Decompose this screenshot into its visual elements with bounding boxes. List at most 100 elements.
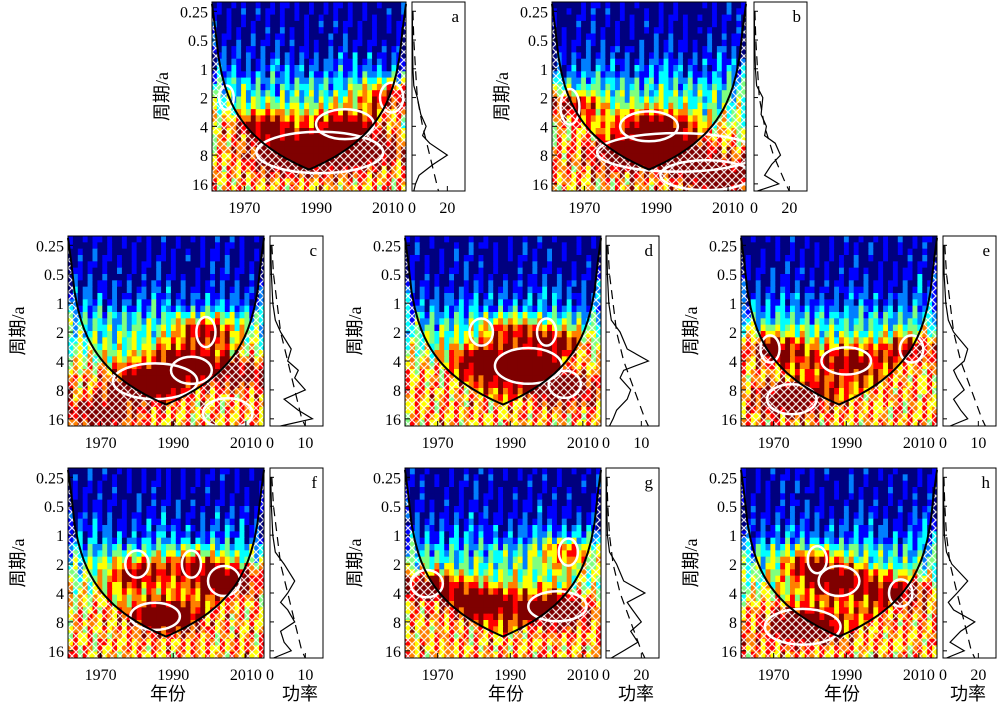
cone-hatch-a <box>212 4 406 191</box>
x-tick-label-g-2: 2010 <box>567 667 599 684</box>
y-tick-label-a-2: 1 <box>200 62 208 79</box>
y-tick-label-h-5: 8 <box>729 615 737 632</box>
x-tick-label-g-1: 1990 <box>494 667 526 684</box>
panel-b: 0.25 0.5 1 2 4 8 16 1970 1990 2010 周期/a 0 20 b <box>492 1 808 217</box>
plot-frame-e <box>740 235 938 427</box>
y-tick-label-d-3: 2 <box>393 325 401 342</box>
panel-letter-e: e <box>982 241 990 260</box>
y-tick-label-h-2: 1 <box>729 528 737 545</box>
cone-of-influence-h <box>740 469 938 638</box>
cone-of-influence-d <box>404 237 602 406</box>
y-tick-label-g-5: 8 <box>393 615 401 632</box>
power-tick-label-e-0: 0 <box>939 435 947 452</box>
y-tick-label-c-0: 0.25 <box>36 238 64 255</box>
y-tick-label-a-6: 16 <box>192 177 208 194</box>
spectrum-frame-a <box>411 1 466 192</box>
significance-contour-d-1 <box>468 317 495 347</box>
y-tick-label-a-0: 0.25 <box>180 4 208 21</box>
y-tick-label-e-4: 4 <box>729 354 737 371</box>
plot-frame-h <box>740 467 938 659</box>
x-tick-label-f-2: 2010 <box>230 667 262 684</box>
spectrum-frame-f <box>269 467 324 659</box>
x-tick-label-a-0: 1970 <box>228 200 260 217</box>
cone-of-influence-a <box>211 3 407 171</box>
panel-e: 0.25 0.5 1 2 4 8 16 1970 1990 2010 周期/a 0 10 e <box>681 235 997 452</box>
x-tick-label-d-1: 1990 <box>494 435 526 452</box>
y-tick-label-e-6: 16 <box>721 412 737 429</box>
significance-contour-h-1 <box>817 564 861 598</box>
panel-f: 0.25 0.5 1 2 4 8 16 1970 1990 2010 周期/a 0 10 f <box>8 467 324 684</box>
y-tick-label-d-4: 4 <box>393 354 401 371</box>
global-spectrum-line-g <box>605 477 647 659</box>
y-axis-title-c: 周期/a <box>8 306 28 355</box>
x-tick-label-b-0: 1970 <box>568 200 600 217</box>
panel-letter-c: c <box>309 241 317 260</box>
cone-of-influence-f <box>67 469 265 638</box>
y-tick-label-g-6: 16 <box>385 644 401 661</box>
significance-line-c <box>271 245 306 427</box>
y-tick-label-c-4: 4 <box>56 354 64 371</box>
x-tick-label-c-2: 2010 <box>230 435 262 452</box>
y-tick-label-c-5: 8 <box>56 383 64 400</box>
power-axis-title-2: 功率 <box>618 684 654 704</box>
y-tick-label-f-5: 8 <box>56 615 64 632</box>
y-axis-title-d: 周期/a <box>345 306 365 355</box>
significance-line-a <box>412 11 440 192</box>
y-tick-label-f-0: 0.25 <box>36 470 64 487</box>
power-tick-label-c-0: 0 <box>266 435 274 452</box>
y-tick-label-g-4: 4 <box>393 586 401 603</box>
y-tick-label-d-6: 16 <box>385 412 401 429</box>
y-tick-label-e-0: 0.25 <box>709 238 737 255</box>
global-spectrum-line-h <box>942 477 976 659</box>
y-tick-label-c-6: 16 <box>48 412 64 429</box>
global-spectrum-line-e <box>943 245 969 427</box>
x-tick-label-h-0: 1970 <box>758 667 790 684</box>
power-axis-title-3: 功率 <box>950 684 986 704</box>
x-tick-label-g-0: 1970 <box>422 667 454 684</box>
cone-hatch-c <box>68 238 264 426</box>
power-tick-label-d-0: 0 <box>602 435 610 452</box>
global-spectrum-line-f <box>270 477 296 659</box>
cone-of-influence-g <box>404 469 602 638</box>
y-tick-label-h-1: 0.5 <box>717 499 737 516</box>
panel-letter-d: d <box>645 241 654 260</box>
x-tick-label-d-2: 2010 <box>567 435 599 452</box>
x-tick-label-b-1: 1990 <box>640 200 672 217</box>
x-tick-label-a-2: 2010 <box>372 200 404 217</box>
y-tick-label-b-4: 4 <box>540 119 548 136</box>
plot-frame-d <box>404 235 602 427</box>
panel-g: 0.25 0.5 1 2 4 8 16 1970 1990 2010 周期/a 0 20 g <box>345 467 660 684</box>
power-tick-label-f-1: 10 <box>297 667 313 684</box>
significance-contour-g-2 <box>557 537 580 567</box>
panel-letter-b: b <box>793 7 802 26</box>
x-axis-title-3: 年份 <box>824 684 860 704</box>
x-tick-label-e-1: 1990 <box>830 435 862 452</box>
significance-line-g <box>606 477 646 659</box>
power-tick-label-e-1: 10 <box>970 435 986 452</box>
y-tick-label-a-3: 2 <box>200 91 208 108</box>
panel-letter-g: g <box>645 473 654 492</box>
power-tick-label-d-1: 10 <box>633 435 649 452</box>
cone-hatch-h <box>741 470 937 658</box>
y-tick-label-h-4: 4 <box>729 586 737 603</box>
plot-frame-a <box>211 1 407 192</box>
x-tick-label-d-0: 1970 <box>422 435 454 452</box>
significance-contour-c-1 <box>195 315 217 349</box>
cone-hatch-d <box>405 238 601 426</box>
x-tick-label-e-0: 1970 <box>758 435 790 452</box>
y-axis-title-b: 周期/a <box>492 72 512 121</box>
cone-hatch-e <box>741 238 937 426</box>
global-spectrum-line-c <box>270 245 314 427</box>
x-tick-label-h-1: 1990 <box>830 667 862 684</box>
y-tick-label-e-3: 2 <box>729 325 737 342</box>
panel-letter-h: h <box>982 473 991 492</box>
power-tick-label-c-1: 10 <box>297 435 313 452</box>
cone-hatch-f <box>68 470 264 658</box>
panel-letter-f: f <box>311 473 317 492</box>
significance-line-h <box>943 477 976 659</box>
x-tick-label-f-0: 1970 <box>85 667 117 684</box>
power-axis-title-1: 功率 <box>282 684 318 704</box>
significance-contour-f-2 <box>129 601 182 632</box>
plot-frame-b <box>551 1 747 192</box>
